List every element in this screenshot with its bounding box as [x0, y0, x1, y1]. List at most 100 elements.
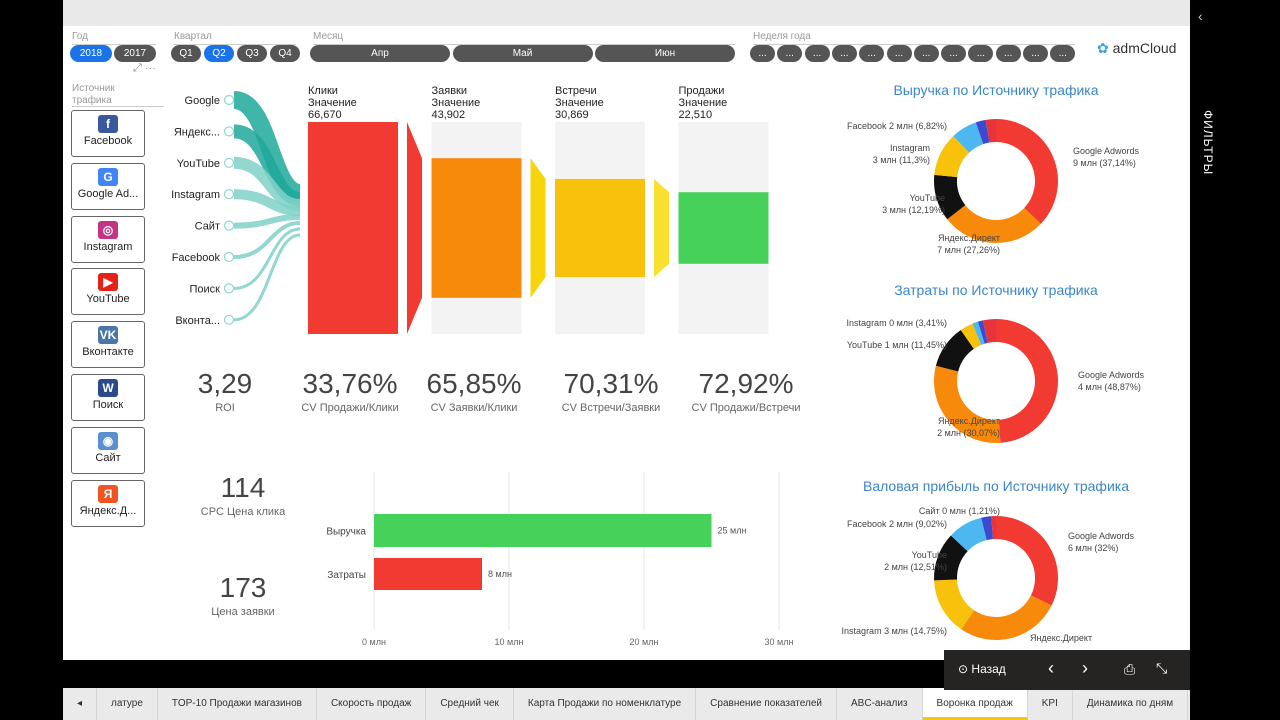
sankey-source-label: Поиск [190, 283, 221, 295]
donut-slice[interactable] [950, 517, 987, 552]
donut-slice[interactable] [961, 595, 1052, 640]
month-option[interactable]: Апр [310, 45, 450, 62]
donut-slice[interactable] [953, 122, 984, 153]
week-option[interactable]: ... [750, 45, 775, 62]
source-option[interactable]: ▶ YouTube [71, 268, 145, 316]
donut-slice[interactable] [981, 516, 994, 541]
donut-data-label: YouTube 2 млн (12,51%) [884, 550, 947, 572]
exit-fullscreen-icon[interactable]: ⤡ [1156, 660, 1168, 676]
sankey-node[interactable] [223, 314, 235, 325]
tab-page[interactable]: Скорость продаж [317, 688, 427, 720]
funnel-bar[interactable] [678, 192, 769, 264]
kpi-card: 70,31% CV Встречи/Заявки [561, 368, 661, 414]
tab-page[interactable]: ABC-анализ [837, 688, 923, 720]
sankey-chart: Google Яндекс... YouTube Instagram Сайт Faceb… [171, 91, 303, 327]
week-option[interactable]: ... [1050, 45, 1076, 62]
sankey-node[interactable] [223, 126, 235, 137]
donut-data-label: YouTube 1 млн (11,45%) [846, 340, 947, 350]
funnel-stage-label: Встречи [555, 85, 597, 97]
tab-page[interactable]: Воронка продаж [922, 688, 1028, 720]
sankey-source-label: Сайт [195, 221, 220, 233]
week-option[interactable]: ... [1023, 45, 1048, 62]
quarter-Q1[interactable]: Q1 [171, 45, 201, 62]
sankey-node[interactable] [223, 220, 235, 231]
month-option[interactable]: Июн [595, 45, 735, 62]
week-option[interactable]: ... [777, 45, 803, 62]
collapse-filters-icon[interactable]: ‹ [1198, 8, 1203, 24]
source-option[interactable]: ◉ Сайт [71, 426, 145, 474]
year-2017[interactable]: 2017 [114, 45, 156, 62]
week-option[interactable]: ... [968, 45, 994, 62]
donut-slice[interactable] [996, 516, 1058, 606]
tab-page[interactable]: Динамика по дням [1073, 688, 1189, 720]
bar[interactable] [374, 514, 712, 547]
funnel-bar[interactable] [308, 122, 398, 334]
tab-page[interactable]: латуре [97, 688, 158, 720]
week-option[interactable]: ... [831, 45, 857, 62]
tab-page[interactable]: KPI [1028, 688, 1073, 720]
focus-mode-icon[interactable]: ⤢ ⋯ [133, 62, 156, 74]
week-option[interactable]: ... [886, 45, 912, 62]
source-option[interactable]: ◎ Instagram [71, 215, 145, 263]
sankey-node[interactable] [223, 283, 235, 294]
sankey-node[interactable] [223, 251, 235, 263]
filters-pane-toggle[interactable]: ФИЛЬТРЫ [1201, 110, 1215, 176]
sankey-node[interactable] [223, 157, 235, 168]
week-option[interactable]: ... [859, 45, 885, 62]
donut-slice[interactable] [972, 321, 985, 345]
sankey-node[interactable] [223, 94, 235, 106]
funnel-bar[interactable] [555, 178, 645, 278]
donut-slice[interactable] [934, 535, 968, 581]
donut-slice[interactable] [977, 320, 988, 344]
source-option[interactable]: Я Яндекс.Д... [71, 479, 145, 527]
month-slicer-label: Месяц [313, 31, 344, 42]
week-option[interactable]: ... [995, 45, 1021, 62]
donut-data-label: Сайт 0 млн (1,21%) [918, 506, 1000, 516]
donut-slice[interactable] [991, 516, 996, 540]
tab-page[interactable]: TOP-10 Продажи магазинов [158, 688, 317, 720]
source-option[interactable]: f Facebook [71, 110, 145, 157]
sankey-node[interactable] [223, 189, 235, 200]
prev-page-icon[interactable]: ‹ [1048, 658, 1054, 678]
funnel-measure-label: Значение [432, 97, 481, 109]
donut-slice[interactable] [934, 365, 1001, 443]
tab-scroll-left[interactable]: ◂ [63, 688, 98, 720]
quarter-Q3[interactable]: Q3 [237, 45, 267, 62]
donut-slice[interactable] [947, 205, 1041, 243]
donut-slice[interactable] [982, 319, 996, 343]
month-option[interactable]: Май [452, 45, 593, 62]
funnel-stage-label: Клики [308, 85, 338, 97]
donut-slice[interactable] [934, 136, 970, 178]
print-icon[interactable]: ⎙ [1124, 661, 1136, 677]
bar[interactable] [374, 558, 482, 590]
donut-chart [934, 516, 1058, 640]
donut-data-label: Facebook 2 млн (9,02%) [847, 519, 947, 529]
donut-slice[interactable] [934, 174, 966, 220]
x-tick-label: 10 млн [495, 637, 524, 647]
week-option[interactable]: ... [941, 45, 967, 62]
funnel-connector [530, 158, 546, 298]
source-option[interactable]: VK Вконтакте [71, 321, 145, 369]
year-2018[interactable]: 2018 [70, 45, 112, 62]
source-option[interactable]: W Поиск [71, 374, 145, 421]
donut-slice[interactable] [975, 119, 990, 145]
week-option[interactable]: ... [804, 45, 830, 62]
next-page-icon[interactable]: › [1082, 658, 1088, 678]
x-tick-label: 0 млн [362, 637, 386, 647]
tab-page[interactable]: Средний чек [426, 688, 514, 720]
donut-slice[interactable] [934, 579, 975, 630]
funnel-bar[interactable] [431, 158, 522, 298]
donut-slice[interactable] [996, 319, 1059, 443]
tab-page[interactable]: Карта Продажи по номенклатуре [514, 688, 697, 720]
donut-slice[interactable] [960, 323, 982, 349]
tab-page[interactable]: Сравнение показателей [696, 688, 837, 720]
back-button[interactable]: ⊙ Назад [958, 662, 1006, 676]
quarter-Q4[interactable]: Q4 [270, 45, 300, 62]
source-option[interactable]: G Google Ad... [71, 162, 145, 210]
donut-slice[interactable] [996, 119, 1058, 224]
donut-data-label: Яндекс.Директ [1030, 633, 1093, 643]
quarter-Q2[interactable]: Q2 [204, 45, 234, 62]
week-option[interactable]: ... [913, 45, 939, 62]
donut-slice[interactable] [985, 119, 996, 143]
donut-slice[interactable] [935, 329, 974, 372]
